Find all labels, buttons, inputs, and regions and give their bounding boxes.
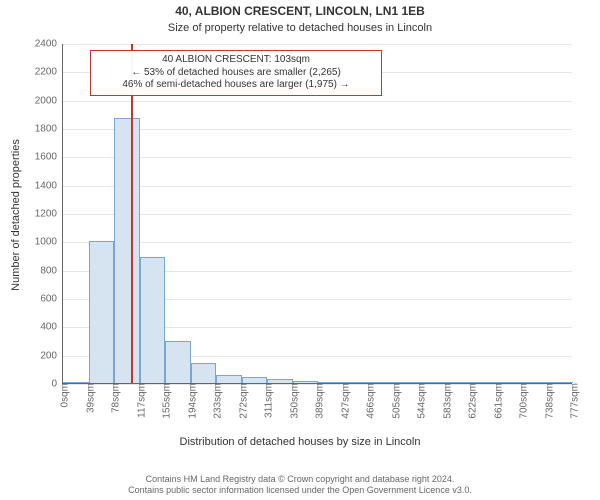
x-tick-label: 583sqm bbox=[438, 383, 453, 419]
x-tick-label: 777sqm bbox=[566, 383, 581, 419]
x-tick-label: 700sqm bbox=[515, 383, 530, 419]
x-tick-label: 39sqm bbox=[81, 383, 96, 413]
histogram-bar bbox=[216, 375, 242, 384]
x-tick-label: 233sqm bbox=[209, 383, 224, 419]
histogram-bar bbox=[191, 363, 217, 383]
x-tick-label: 544sqm bbox=[413, 383, 428, 419]
y-tick-label: 2200 bbox=[35, 67, 63, 78]
page-subtitle: Size of property relative to detached ho… bbox=[0, 22, 600, 34]
footer-line: Contains public sector information licen… bbox=[0, 485, 600, 496]
y-tick-label: 400 bbox=[40, 322, 63, 333]
y-tick-label: 1600 bbox=[35, 152, 63, 163]
y-tick-label: 2000 bbox=[35, 95, 63, 106]
y-tick-label: 2400 bbox=[35, 39, 63, 50]
x-tick-label: 427sqm bbox=[336, 383, 351, 419]
y-tick-label: 1000 bbox=[35, 237, 63, 248]
callout-line: 46% of semi-detached houses are larger (… bbox=[97, 79, 375, 92]
property-callout: 40 ALBION CRESCENT: 103sqm← 53% of detac… bbox=[90, 50, 382, 96]
y-tick-label: 600 bbox=[40, 294, 63, 305]
callout-line: ← 53% of detached houses are smaller (2,… bbox=[97, 67, 375, 80]
callout-line: 40 ALBION CRESCENT: 103sqm bbox=[97, 54, 375, 67]
x-tick-label: 622sqm bbox=[464, 383, 479, 419]
x-tick-label: 389sqm bbox=[311, 383, 326, 419]
x-tick-label: 194sqm bbox=[183, 383, 198, 419]
x-tick-label: 466sqm bbox=[362, 383, 377, 419]
x-tick-label: 272sqm bbox=[234, 383, 249, 419]
x-tick-label: 311sqm bbox=[260, 383, 275, 418]
page-title: 40, ALBION CRESCENT, LINCOLN, LN1 1EB bbox=[0, 4, 600, 18]
histogram-bar bbox=[89, 241, 115, 383]
x-tick-label: 78sqm bbox=[107, 383, 122, 413]
y-tick-label: 800 bbox=[40, 265, 63, 276]
y-tick-label: 1200 bbox=[35, 209, 63, 220]
histogram-bar bbox=[114, 118, 140, 383]
gridline bbox=[63, 44, 572, 45]
histogram-bar bbox=[165, 341, 191, 384]
x-tick-label: 117sqm bbox=[132, 383, 147, 418]
x-tick-label: 505sqm bbox=[387, 383, 402, 419]
x-tick-label: 661sqm bbox=[489, 383, 504, 419]
x-tick-label: 155sqm bbox=[158, 383, 173, 419]
x-tick-label: 738sqm bbox=[540, 383, 555, 419]
x-tick-label: 0sqm bbox=[56, 383, 71, 407]
x-axis-label: Distribution of detached houses by size … bbox=[0, 436, 600, 448]
gridline bbox=[63, 101, 572, 102]
y-axis-label: Number of detached properties bbox=[8, 0, 24, 430]
histogram-bar bbox=[140, 257, 166, 383]
y-tick-label: 1800 bbox=[35, 124, 63, 135]
y-tick-label: 1400 bbox=[35, 180, 63, 191]
attribution-footer: Contains HM Land Registry data © Crown c… bbox=[0, 474, 600, 497]
x-tick-label: 350sqm bbox=[285, 383, 300, 419]
footer-line: Contains HM Land Registry data © Crown c… bbox=[0, 474, 600, 485]
y-tick-label: 200 bbox=[40, 350, 63, 361]
